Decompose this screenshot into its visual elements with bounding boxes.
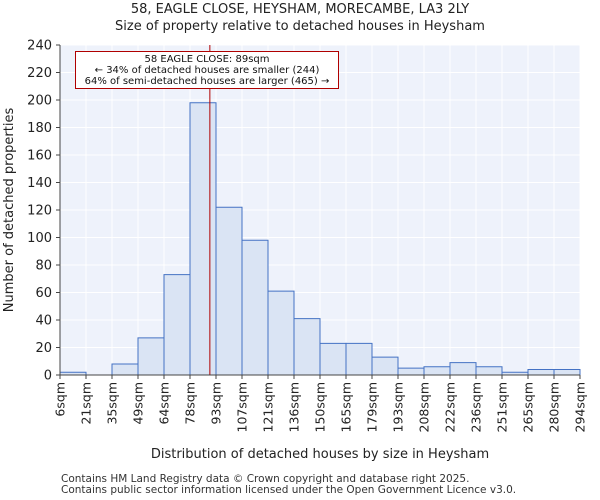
x-tick-label: 294sqm (573, 382, 588, 432)
y-tick-label: 120 (27, 204, 52, 219)
x-tick-label: 64sqm (157, 382, 172, 425)
histogram-bar (293, 318, 321, 376)
x-tick-label: 265sqm (521, 382, 536, 432)
x-tick-label: 6sqm (53, 382, 68, 417)
annotation-line-1: 58 EAGLE CLOSE: 89sqm (144, 54, 270, 65)
y-axis-title: Number of detached properties (2, 108, 17, 313)
annotation-line-2: ← 34% of detached houses are smaller (24… (94, 65, 320, 76)
footer-licence: Contains public sector information licen… (61, 484, 517, 496)
y-tick-label: 80 (35, 259, 52, 274)
x-tick-label: 280sqm (547, 382, 562, 432)
y-tick-label: 0 (44, 369, 52, 384)
histogram-bar (215, 206, 243, 376)
x-tick-label: 93sqm (209, 382, 224, 425)
histogram-bar (319, 342, 347, 376)
histogram-bar (189, 102, 217, 376)
histogram-bar (267, 290, 295, 376)
chart-subtitle: Size of property relative to detached ho… (115, 19, 485, 34)
x-tick-label: 222sqm (443, 382, 458, 432)
histogram-bar (345, 342, 373, 376)
x-tick-label: 107sqm (235, 382, 250, 432)
histogram-bar (423, 366, 451, 376)
histogram-bar (111, 363, 139, 376)
y-tick-label: 160 (27, 149, 52, 164)
x-tick-label: 208sqm (417, 382, 432, 432)
x-tick-label: 136sqm (287, 382, 302, 432)
histogram-bar (475, 366, 503, 376)
x-tick-label: 165sqm (339, 382, 354, 432)
y-tick-label: 240 (27, 39, 52, 54)
chart-title-address: 58, EAGLE CLOSE, HEYSHAM, MORECAMBE, LA3… (130, 2, 470, 17)
y-tick-label: 20 (35, 341, 52, 356)
x-tick-label: 150sqm (313, 382, 328, 432)
histogram-bar (241, 239, 269, 376)
y-tick-label: 100 (27, 231, 52, 246)
footer-copyright: Contains HM Land Registry data © Crown c… (61, 473, 470, 485)
property-annotation-box: 58 EAGLE CLOSE: 89sqm ← 34% of detached … (75, 51, 339, 89)
x-tick-label: 121sqm (261, 382, 276, 432)
x-tick-label: 193sqm (391, 382, 406, 432)
histogram-bar (553, 369, 581, 376)
y-tick-label: 40 (35, 314, 52, 329)
y-tick-label: 60 (35, 286, 52, 301)
annotation-line-3: 64% of semi-detached houses are larger (… (84, 76, 330, 87)
x-tick-label: 236sqm (469, 382, 484, 432)
x-tick-label: 179sqm (365, 382, 380, 432)
histogram-bar (137, 337, 165, 376)
histogram-bar (449, 362, 477, 376)
x-tick-label: 251sqm (495, 382, 510, 432)
y-tick-label: 220 (27, 66, 52, 81)
x-tick-label: 35sqm (105, 382, 120, 425)
x-tick-label: 78sqm (183, 382, 198, 425)
y-tick-label: 140 (27, 176, 52, 191)
x-tick-label: 21sqm (79, 382, 94, 425)
x-tick-label: 49sqm (131, 382, 146, 425)
histogram-bar (397, 367, 425, 376)
y-tick-label: 200 (27, 94, 52, 109)
x-axis-title: Distribution of detached houses by size … (151, 447, 489, 462)
histogram-bar (527, 369, 555, 376)
histogram-bar (371, 356, 399, 376)
histogram-bar (163, 274, 191, 376)
y-tick-label: 180 (27, 121, 52, 136)
